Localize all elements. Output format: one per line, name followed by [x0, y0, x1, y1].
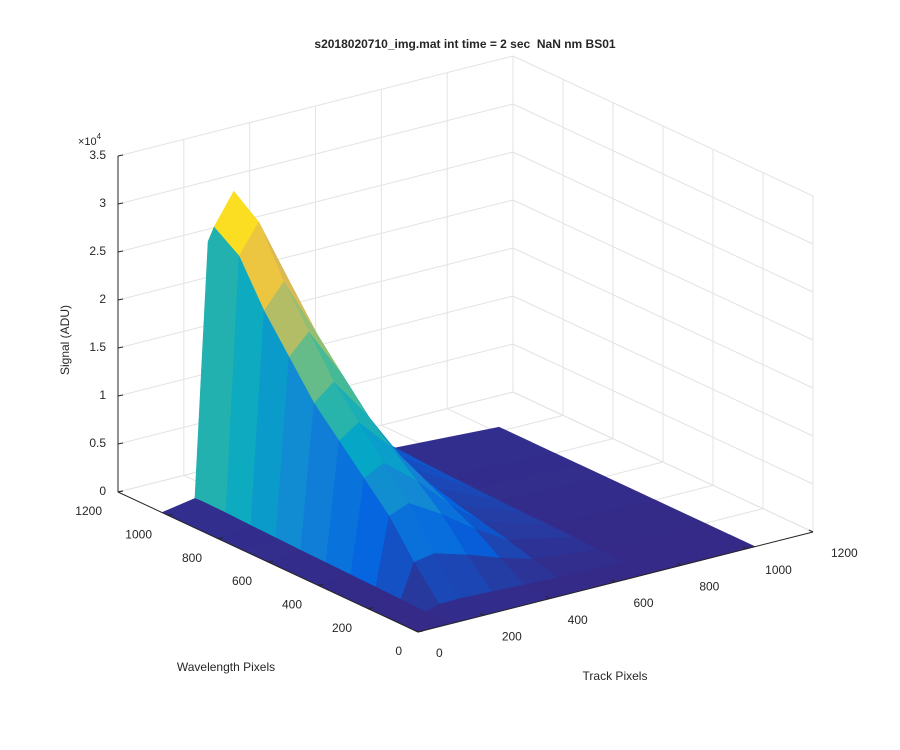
x-tick	[808, 529, 814, 533]
grid-line	[512, 247, 814, 389]
y-axis-label: Wavelength Pixels	[177, 660, 275, 674]
z-tick	[117, 250, 124, 253]
z-tick	[117, 202, 124, 205]
y-tick	[217, 537, 224, 540]
y-tick	[267, 560, 274, 563]
z-axis-label: Signal (ADU)	[58, 305, 72, 375]
z-tick-label: 1.5	[89, 340, 106, 354]
y-tick-label: 1200	[75, 504, 102, 518]
z-tick	[117, 298, 124, 301]
grid-line	[512, 295, 814, 437]
grid-line	[512, 103, 814, 245]
axes: 0 0.5 1 1.5 2 2.5 3 3.5 0 200 400 600 800 1000 1200 0 20…	[75, 148, 858, 660]
y-tick-label: 400	[282, 598, 302, 612]
y-tick	[367, 607, 374, 610]
y-tick	[317, 583, 324, 586]
x-tick	[742, 546, 748, 550]
y-tick-label: 1000	[125, 528, 152, 542]
x-tick-label: 400	[568, 613, 588, 627]
z-tick	[117, 394, 124, 397]
z-multiplier-exponent: 4	[97, 132, 102, 141]
y-tick-label: 0	[395, 644, 402, 658]
z-tick-label: 0.5	[89, 436, 106, 450]
y-tick-label: 200	[332, 621, 352, 635]
grid-line	[117, 55, 514, 157]
y-tick	[117, 490, 124, 493]
grid-line	[512, 343, 814, 485]
x-tick-label: 1000	[765, 563, 792, 577]
grid-line	[117, 151, 514, 253]
z-tick	[117, 154, 124, 157]
z-tick-label: 3.5	[89, 148, 106, 162]
x-tick-label: 0	[436, 646, 443, 660]
x-tick	[479, 612, 485, 616]
x-tick-label: 1200	[831, 546, 858, 560]
y-tick-label: 600	[232, 574, 252, 588]
grid-line	[117, 247, 514, 349]
z-tick-label: 1	[99, 388, 106, 402]
surface	[161, 190, 756, 633]
z-multiplier-base: ×10	[78, 136, 97, 148]
grid-line	[512, 199, 814, 341]
x-tick	[545, 596, 550, 600]
z-tick-label: 0	[99, 484, 106, 498]
x-tick-label: 200	[502, 630, 522, 644]
x-tick	[677, 562, 682, 566]
grid-line	[117, 103, 514, 205]
z-multiplier: ×104	[78, 132, 102, 148]
x-tick-label: 800	[699, 580, 719, 594]
z-tick-label: 2	[99, 292, 106, 306]
chart-title: s2018020710_img.mat int time = 2 sec NaN…	[314, 37, 615, 51]
grid-line	[512, 391, 814, 533]
grid-line	[512, 151, 814, 293]
z-tick-label: 2.5	[89, 244, 106, 258]
x-tick	[611, 579, 616, 583]
z-tick	[117, 442, 124, 445]
y-tick-label: 800	[182, 551, 202, 565]
x-axis-label: Track Pixels	[583, 669, 648, 683]
x-tick	[413, 629, 419, 633]
z-tick	[117, 346, 124, 349]
z-tick-label: 3	[99, 196, 106, 210]
y-tick	[167, 513, 174, 516]
grid-line	[512, 55, 814, 197]
y-tick	[417, 630, 424, 633]
x-tick-label: 600	[634, 596, 654, 610]
grid-line	[117, 199, 514, 301]
